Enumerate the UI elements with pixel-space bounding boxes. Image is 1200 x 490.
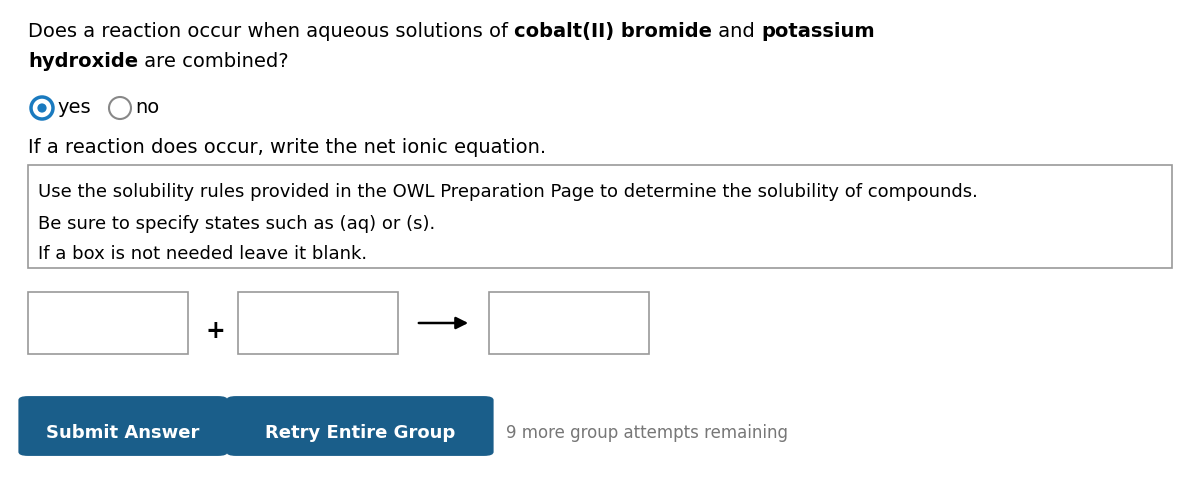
Text: Retry Entire Group: Retry Entire Group xyxy=(265,424,455,442)
Text: Use the solubility rules provided in the OWL Preparation Page to determine the s: Use the solubility rules provided in the… xyxy=(38,183,978,201)
Text: hydroxide: hydroxide xyxy=(28,52,138,71)
Text: If a reaction does occur, write the net ionic equation.: If a reaction does occur, write the net … xyxy=(28,138,546,157)
Text: yes: yes xyxy=(58,98,91,117)
Text: 9 more group attempts remaining: 9 more group attempts remaining xyxy=(506,424,788,442)
Text: Be sure to specify states such as (aq) or (s).: Be sure to specify states such as (aq) o… xyxy=(38,215,436,233)
Text: are combined?: are combined? xyxy=(138,52,289,71)
Text: Does a reaction occur when aqueous solutions of: Does a reaction occur when aqueous solut… xyxy=(28,22,515,41)
Text: potassium: potassium xyxy=(761,22,875,41)
Circle shape xyxy=(37,103,47,113)
Text: cobalt(II) bromide: cobalt(II) bromide xyxy=(515,22,713,41)
Text: +: + xyxy=(206,319,226,343)
Text: no: no xyxy=(134,98,160,117)
Text: and: and xyxy=(713,22,761,41)
Text: Submit Answer: Submit Answer xyxy=(47,424,199,442)
Text: If a box is not needed leave it blank.: If a box is not needed leave it blank. xyxy=(38,245,367,263)
